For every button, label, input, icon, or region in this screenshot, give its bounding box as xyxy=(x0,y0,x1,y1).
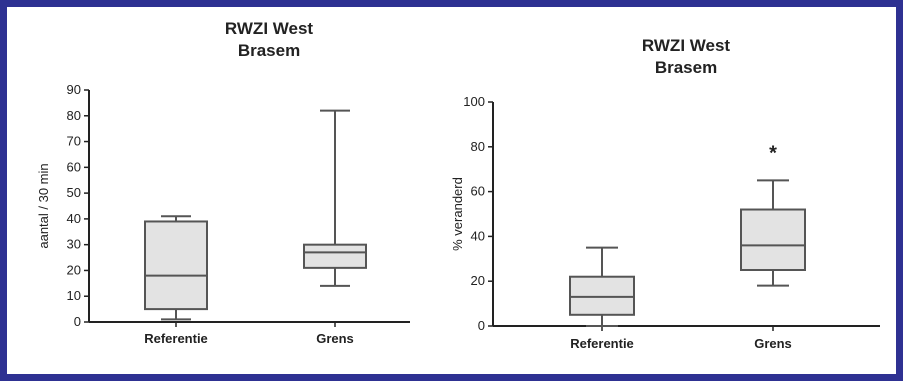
y-tick-label: 50 xyxy=(67,185,81,200)
chart-title-line: Brasem xyxy=(238,41,300,60)
y-axis-label: % veranderd xyxy=(450,177,465,251)
y-tick-label: 0 xyxy=(478,318,485,333)
y-tick-label: 80 xyxy=(67,108,81,123)
iqr-box xyxy=(740,208,806,272)
x-tick-label: Referentie xyxy=(144,331,208,346)
y-tick-label: 30 xyxy=(67,237,81,252)
y-tick-label: 100 xyxy=(463,94,485,109)
y-tick-label: 10 xyxy=(67,288,81,303)
y-tick-label: 80 xyxy=(471,139,485,154)
x-tick-label: Grens xyxy=(316,331,354,346)
y-tick-label: 20 xyxy=(67,262,81,277)
chart-title-line: Brasem xyxy=(655,58,717,77)
y-tick-label: 40 xyxy=(471,228,485,243)
x-tick-label: Grens xyxy=(754,336,792,351)
chart-title-line: RWZI West xyxy=(225,19,313,38)
y-tick-label: 0 xyxy=(74,314,81,329)
y-tick-label: 60 xyxy=(471,184,485,199)
y-tick-label: 60 xyxy=(67,159,81,174)
iqr-box xyxy=(569,275,635,316)
y-axis-label: aantal / 30 min xyxy=(36,163,51,248)
chart-title-line: RWZI West xyxy=(642,36,730,55)
x-tick-label: Referentie xyxy=(570,336,634,351)
y-tick-label: 40 xyxy=(67,211,81,226)
iqr-box xyxy=(144,220,208,311)
significance-marker: * xyxy=(769,142,777,164)
iqr-box xyxy=(303,243,367,269)
y-tick-label: 70 xyxy=(67,134,81,149)
y-tick-label: 90 xyxy=(67,82,81,97)
y-tick-label: 20 xyxy=(471,273,485,288)
